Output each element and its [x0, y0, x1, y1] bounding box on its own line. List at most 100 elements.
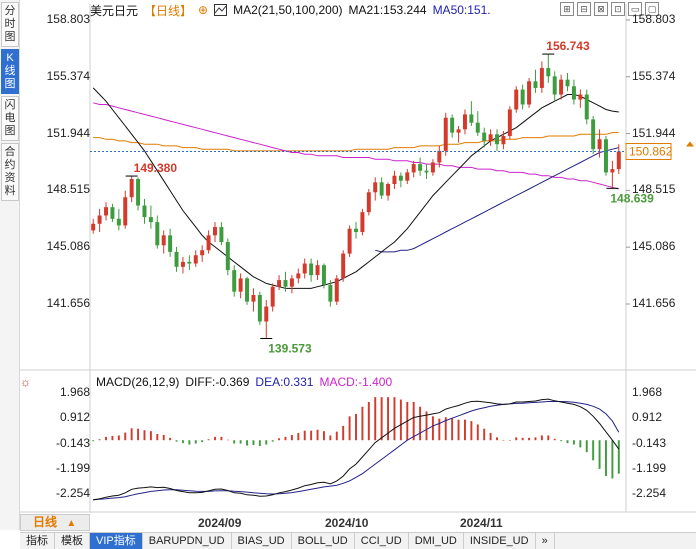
settings-icon[interactable]: ⊕ — [198, 3, 209, 17]
macd-histogram-bar — [297, 433, 300, 441]
candle-body — [520, 89, 525, 105]
candle-body — [283, 280, 288, 287]
price-tick-right: 145.086 — [632, 239, 676, 254]
side-tab-char: 资 — [4, 172, 16, 184]
macd-histogram-bar — [367, 401, 370, 441]
candle-body — [245, 278, 250, 302]
side-tab-0[interactable]: 分时图 — [1, 2, 19, 47]
macd-tick-right: -2.254 — [632, 486, 667, 501]
macd-histogram-bar — [342, 425, 345, 441]
indicator-tab-5[interactable]: BOLL_UD — [292, 533, 355, 549]
indicator-tab-8[interactable]: INSIDE_UD — [464, 533, 536, 549]
date-label-nov: 2024/11 — [460, 516, 503, 530]
macd-tick-right: -1.199 — [632, 460, 667, 475]
candle-body — [347, 228, 352, 254]
macd-histogram-bar — [579, 440, 582, 448]
candle-body — [443, 117, 448, 151]
side-tab-3[interactable]: 合约资料 — [1, 143, 19, 201]
period-switch-button[interactable]: 日线 ▲ — [20, 514, 90, 531]
macd-histogram-bar — [335, 431, 338, 441]
candle-body — [488, 134, 493, 141]
plus-icon[interactable]: ▢ — [645, 2, 659, 16]
triangle-up-icon: ▲ — [66, 518, 77, 529]
macd-tick-left: -1.199 — [55, 460, 90, 475]
macd-histogram-bar — [226, 439, 229, 441]
candle-body — [411, 164, 416, 173]
macd-histogram-bar — [560, 440, 563, 442]
indicator-tab-7[interactable]: DMI_UD — [409, 533, 464, 549]
side-tab-char: 图 — [4, 31, 16, 43]
macd-histogram-bar — [566, 440, 569, 444]
indicator-tab-2[interactable]: VIP指标 — [90, 533, 143, 549]
macd-tick-left: 0.912 — [59, 410, 90, 425]
macd-settings-icon[interactable]: ☼ — [20, 375, 31, 389]
macd-histogram-bar — [303, 430, 306, 441]
expand-icon[interactable]: ⊞ — [560, 2, 574, 16]
close-icon[interactable]: ⊡ — [611, 2, 625, 16]
annotation-label: 139.573 — [268, 342, 312, 356]
candle-body — [405, 172, 410, 181]
candle-body — [161, 235, 166, 246]
ma100-line — [93, 102, 619, 190]
minus-icon[interactable]: ▭ — [628, 2, 642, 16]
macd-histogram-bar — [521, 437, 524, 441]
indicator-tab-0[interactable]: 指标 — [20, 533, 55, 549]
indicator-icon[interactable] — [214, 4, 228, 16]
macd-histogram-bar — [194, 440, 197, 444]
symbol-title: 美元日元 — [90, 3, 139, 18]
side-tab-2[interactable]: 闪电图 — [1, 96, 19, 141]
candle-body — [116, 218, 121, 226]
candle-body — [238, 278, 243, 292]
price-tick-right: 148.515 — [632, 182, 676, 197]
macd-histogram-bar — [111, 435, 114, 441]
price-tick-left: 158.803 — [46, 11, 90, 26]
indicator-tab-6[interactable]: CCI_UD — [355, 533, 409, 549]
candle-body — [430, 162, 435, 173]
candle-body — [373, 182, 378, 193]
macd-histogram-bar — [175, 440, 178, 442]
indicator-tab-3[interactable]: BARUPDN_UD — [143, 533, 232, 549]
candle-body — [546, 68, 551, 77]
candle-body — [584, 94, 589, 120]
candle-body — [155, 222, 160, 246]
macd-histogram-bar — [124, 432, 127, 441]
candle-body — [616, 151, 621, 170]
candle-body — [591, 119, 596, 150]
indicator-tab-1[interactable]: 模板 — [55, 533, 90, 549]
side-tab-char: K — [6, 52, 14, 64]
macd-histogram-bar — [156, 434, 159, 441]
side-tab-char: 线 — [4, 65, 16, 77]
candle-body — [206, 235, 211, 251]
macd-histogram-bar — [322, 431, 325, 441]
side-tab-char: 图 — [4, 125, 16, 137]
macd-histogram-bar — [387, 397, 390, 441]
macd-histogram-bar — [393, 397, 396, 441]
candle-body — [603, 139, 608, 173]
candle-body — [386, 184, 391, 196]
candle-body — [302, 263, 307, 274]
period-label[interactable]: 【日线】 — [144, 3, 193, 18]
candle-body — [392, 175, 397, 184]
price-tick-left: 155.374 — [46, 68, 90, 83]
macd-histogram-bar — [534, 437, 537, 441]
grid-icon[interactable]: ⊠ — [594, 2, 608, 16]
candle-body — [129, 179, 134, 198]
macd-histogram-bar — [284, 436, 287, 441]
candle-body — [597, 139, 602, 150]
candle-body — [315, 265, 320, 276]
indicator-tab-4[interactable]: BIAS_UD — [232, 533, 292, 549]
macd-histogram-bar — [412, 401, 415, 441]
indicator-tab-9[interactable]: » — [536, 533, 555, 549]
macd-histogram-bar — [605, 440, 607, 477]
side-tab-char: 分 — [4, 5, 16, 17]
candle-body — [514, 89, 519, 110]
current-price-box — [625, 142, 672, 160]
collapse-icon[interactable]: ⊟ — [577, 2, 591, 16]
candle-body — [507, 109, 512, 136]
candle-body — [187, 261, 192, 264]
macd-histogram-bar — [137, 428, 140, 441]
macd-histogram-bar — [92, 440, 95, 442]
price-arrow-icon — [686, 141, 694, 147]
